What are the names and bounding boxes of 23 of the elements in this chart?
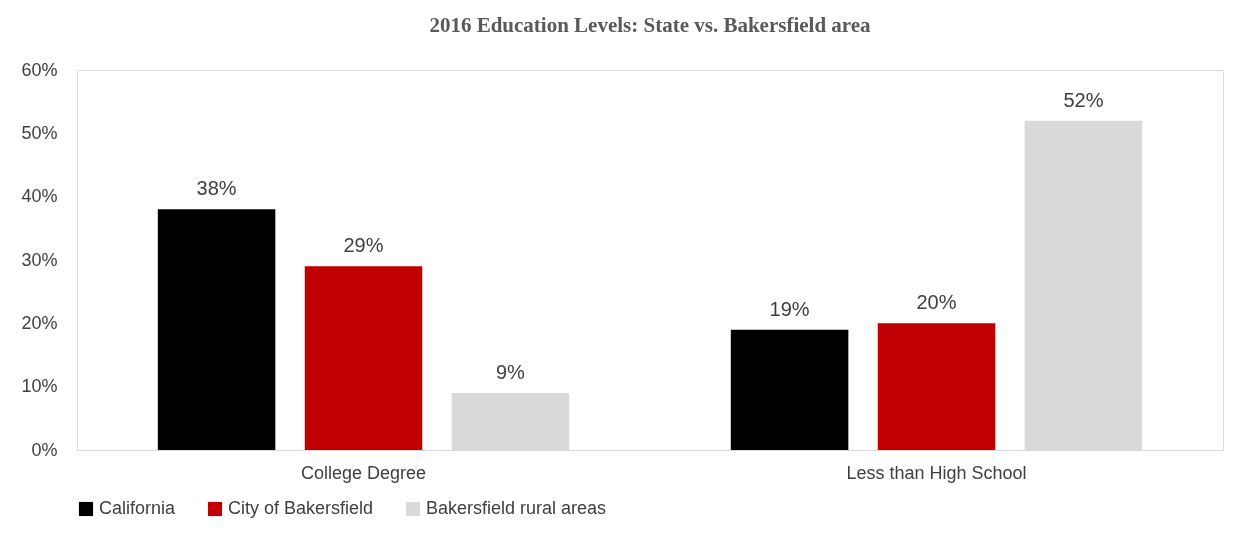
bar (304, 266, 423, 450)
legend-label: City of Bakersfield (228, 498, 374, 518)
data-label: 38% (196, 177, 237, 200)
y-tick-label: 30% (21, 249, 58, 270)
y-tick-label: 50% (21, 122, 58, 143)
bar (730, 329, 849, 450)
data-label: 20% (916, 291, 957, 314)
y-tick-label: 10% (21, 376, 58, 397)
data-label: 52% (1063, 88, 1104, 111)
bar (157, 209, 276, 450)
x-tick-label: Less than High School (846, 462, 1027, 483)
y-tick-label: 60% (21, 59, 58, 80)
data-label: 29% (343, 234, 384, 257)
data-label: 9% (495, 361, 526, 383)
bar (877, 323, 996, 450)
y-tick-label: 20% (21, 312, 58, 333)
legend-label: Bakersfield rural areas (426, 498, 607, 518)
y-tick-label: 40% (21, 186, 58, 207)
y-tick-label: 0% (31, 439, 58, 460)
x-tick-label: College Degree (300, 462, 427, 483)
legend-label: California (99, 498, 177, 518)
chart-title: 2016 Education Levels: State vs. Bakersfield area (429, 13, 872, 37)
data-label: 19% (769, 297, 810, 320)
